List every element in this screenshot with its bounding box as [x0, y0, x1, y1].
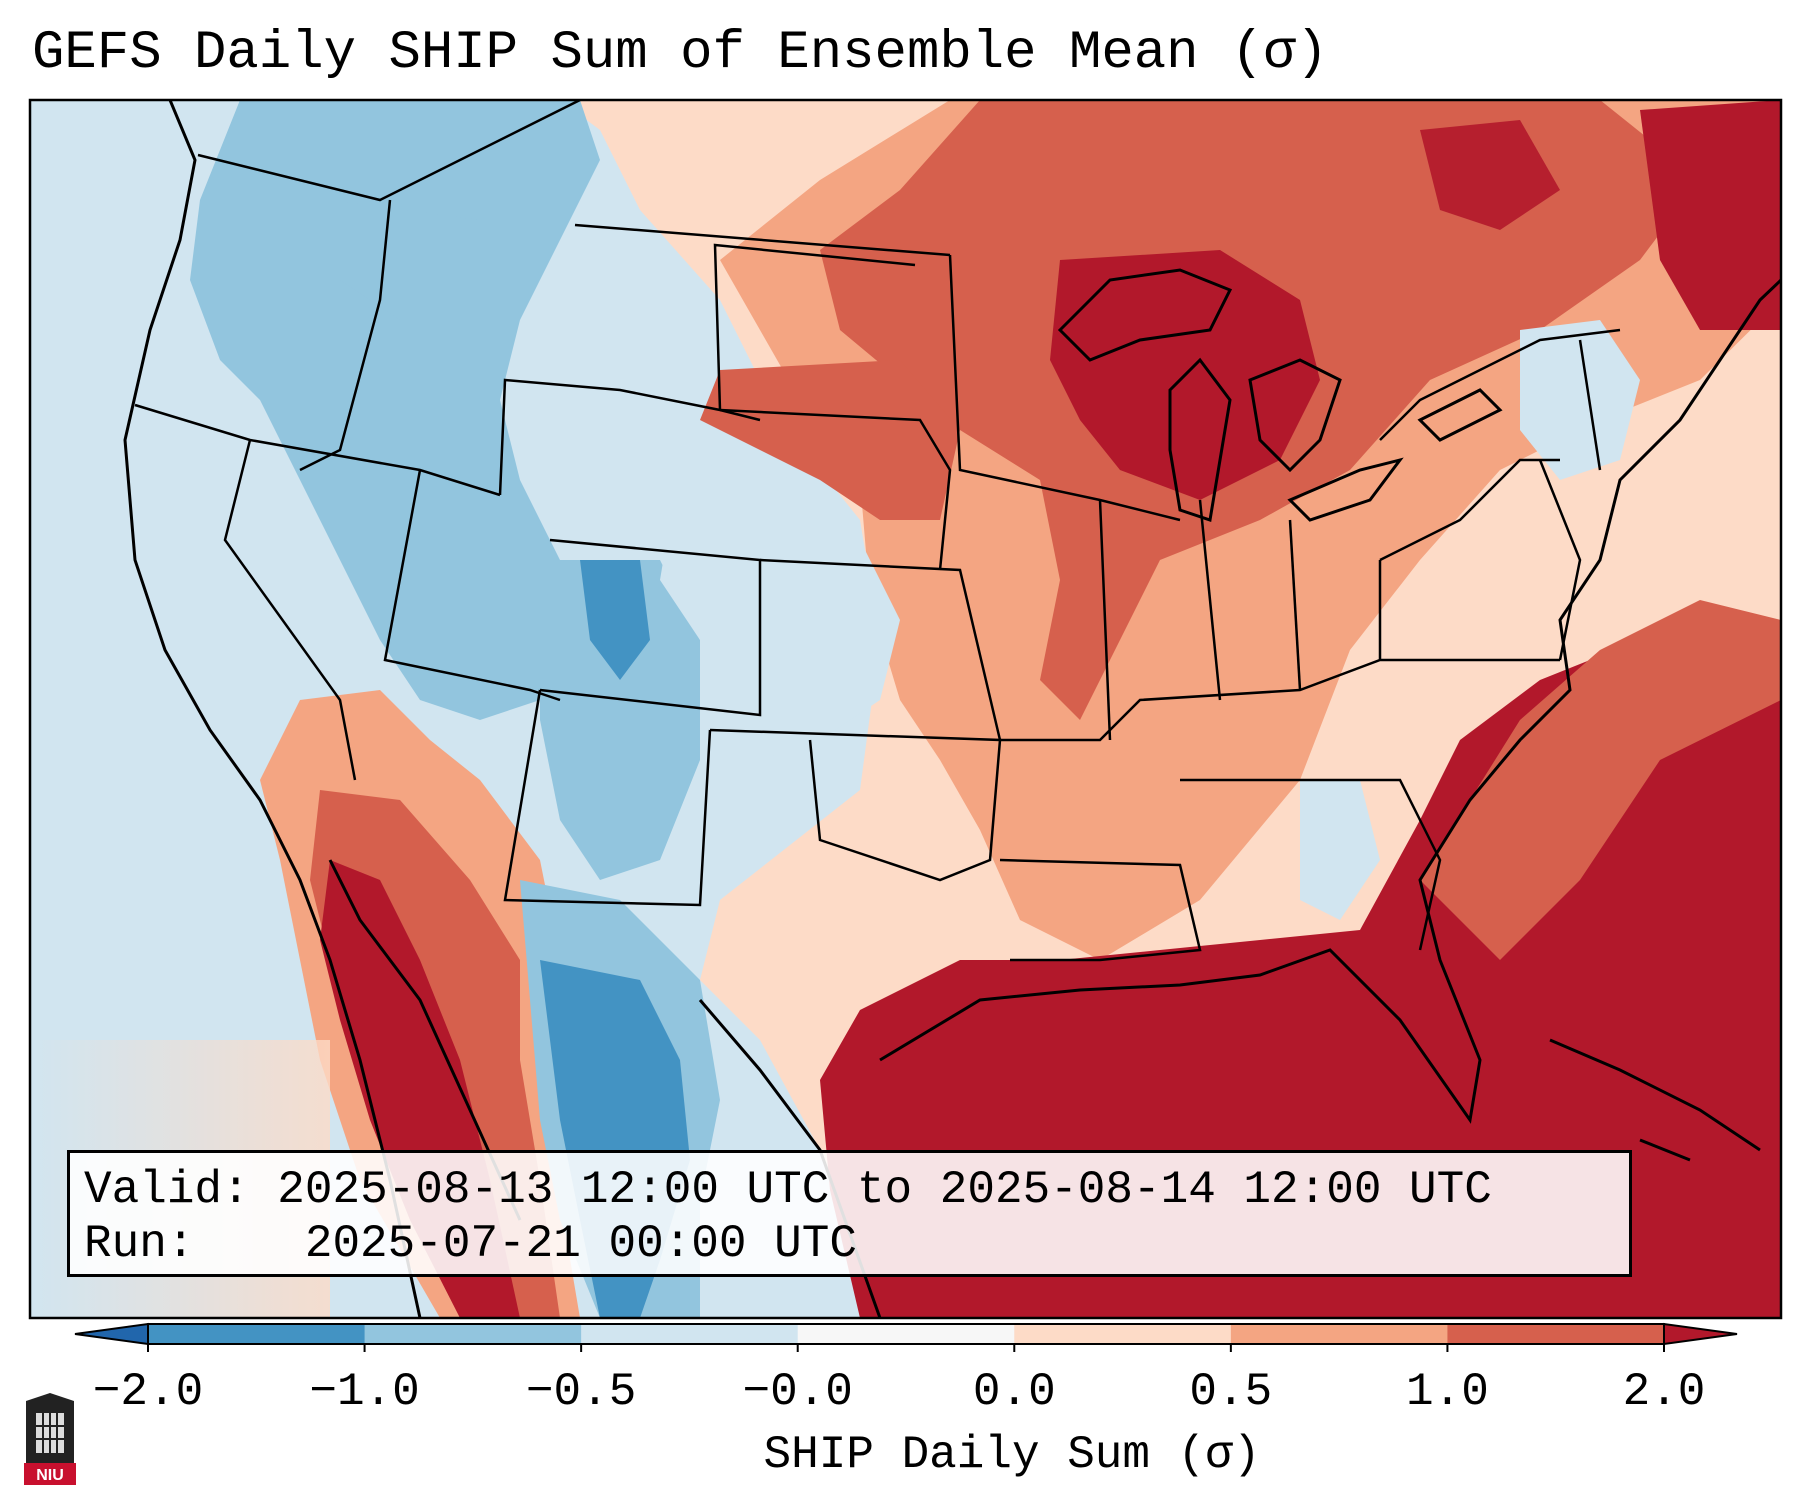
shading-field	[30, 100, 1781, 1318]
colorbar-bin-2	[581, 1324, 799, 1344]
niu-logo-icon: NIU	[24, 1393, 76, 1485]
colorbar-tick-label: 0.0	[972, 1366, 1056, 1418]
colorbar-tick-label: 0.5	[1189, 1366, 1273, 1418]
colorbar-bin-3	[797, 1324, 1015, 1344]
colorbar-over-arrow	[1663, 1322, 1738, 1346]
coastlines	[123, 100, 1781, 1318]
colorbar-bin-4	[1014, 1324, 1232, 1344]
map-title: GEFS Daily SHIP Sum of Ensemble Mean (σ)	[32, 23, 1329, 84]
colorbar-tick-label: −0.5	[525, 1366, 637, 1418]
niu-logo: NIU	[22, 1393, 78, 1492]
colorbar	[74, 1322, 1738, 1352]
colorbar-bin-5	[1230, 1324, 1448, 1344]
valid-label: Valid:	[84, 1164, 250, 1216]
colorbar-label: SHIP Daily Sum (σ)	[763, 1429, 1261, 1481]
run-label: Run:	[84, 1218, 195, 1270]
colorbar-tick-label: 1.0	[1406, 1366, 1489, 1418]
colorbar-bin-0	[148, 1324, 366, 1344]
valid-value: 2025-08-13 12:00 UTC to 2025-08-14 12:00…	[277, 1164, 1492, 1216]
valid-run-info-box: Valid: 2025-08-13 12:00 UTC to 2025-08-1…	[67, 1150, 1632, 1277]
colorbar-bin-6	[1447, 1324, 1665, 1344]
colorbar-under-arrow	[74, 1322, 149, 1346]
colorbar-tick-label: 2.0	[1622, 1366, 1706, 1418]
niu-logo-text: NIU	[36, 1467, 64, 1484]
colorbar-tick-label: −0.0	[742, 1366, 853, 1418]
state-borders	[134, 100, 1621, 962]
colorbar-bin-1	[364, 1324, 582, 1344]
colorbar-tick-label: −2.0	[92, 1366, 204, 1418]
colorbar-tick-label: −1.0	[309, 1366, 420, 1418]
run-value: 2025-07-21 00:00 UTC	[304, 1218, 857, 1270]
